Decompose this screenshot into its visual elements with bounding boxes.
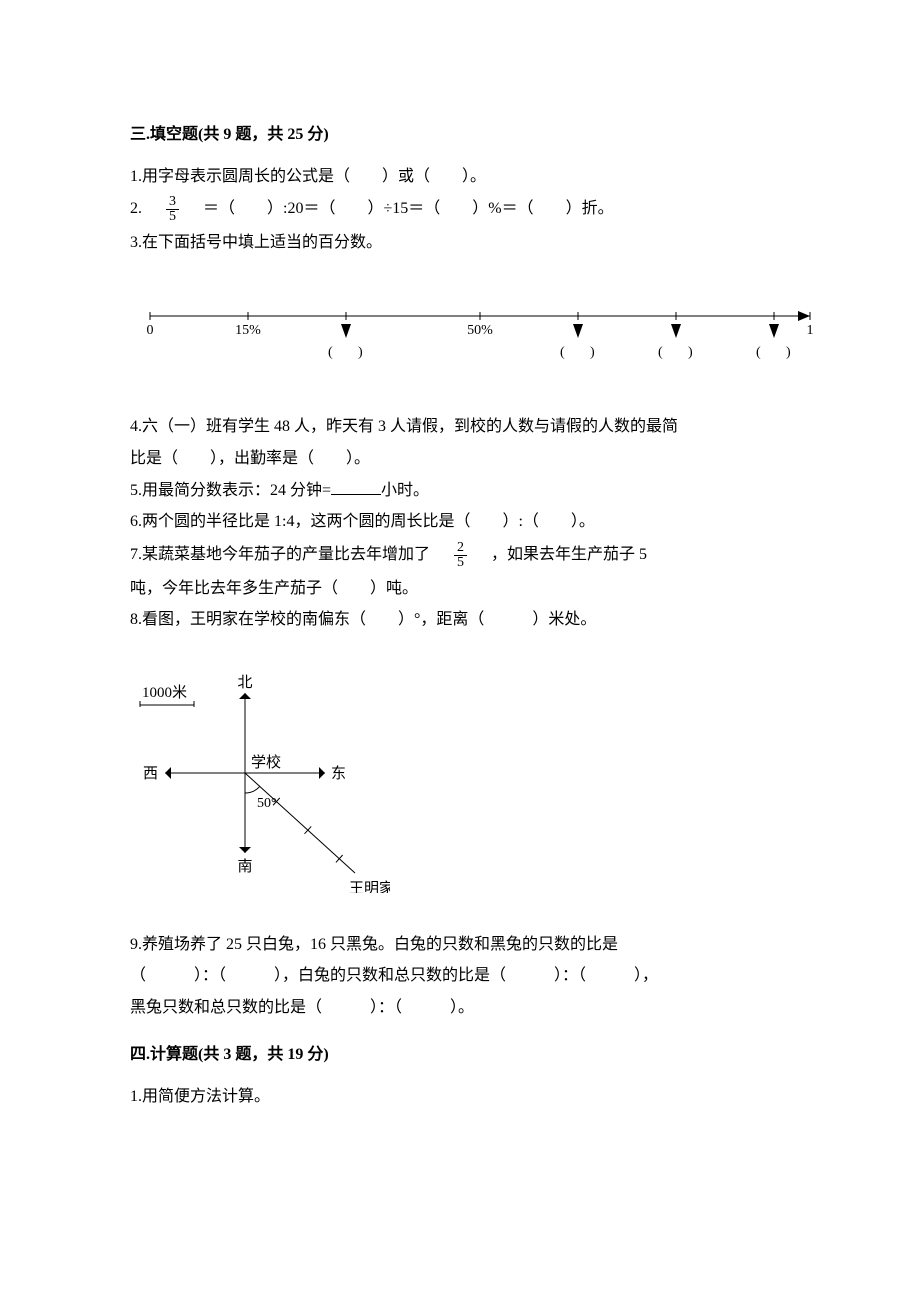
q3-2-tail: ＝（ ）:20＝（ ）÷15＝（ ）%＝（ ）折。: [187, 200, 614, 217]
q3-3: 3.在下面括号中填上适当的百分数。: [130, 230, 790, 256]
q3-5-a: 5.用最简分数表示：24 分钟=: [130, 482, 331, 499]
svg-text:): ): [786, 345, 791, 360]
svg-text:1000米: 1000米: [142, 684, 187, 701]
q3-7-mid: ，如果去年生产茄子 5: [475, 546, 647, 563]
section4-heading: 四.计算题(共 3 题，共 19 分): [130, 1042, 790, 1068]
svg-text:北: 北: [237, 674, 252, 691]
svg-text:(: (: [756, 345, 761, 360]
numberline-diagram: 0 15% () 50% () () () 1: [130, 286, 830, 366]
q3-4-line1: 4.六（一）班有学生 48 人，昨天有 3 人请假，到校的人数与请假的人数的最简: [130, 414, 790, 440]
svg-text:学校: 学校: [251, 754, 281, 771]
page: 三.填空题(共 9 题，共 25 分) 1.用字母表示圆周长的公式是（ ）或（ …: [0, 0, 920, 1302]
q3-6: 6.两个圆的半径比是 1:4，这两个圆的周长比是（ ）:（ ）。: [130, 509, 790, 535]
numberline-wrap: 015%()50%()()()1: [130, 286, 790, 375]
q3-2: 2. 3 5 ＝（ ）:20＝（ ）÷15＝（ ）%＝（ ）折。: [130, 195, 790, 224]
svg-text:0: 0: [147, 323, 154, 338]
svg-text:1: 1: [807, 323, 814, 338]
q3-7-lead: 7.某蔬菜基地今年茄子的产量比去年增加了: [130, 546, 446, 563]
section3-heading: 三.填空题(共 9 题，共 25 分): [130, 122, 790, 148]
q3-5-blank: [331, 478, 381, 495]
svg-text:东: 东: [331, 765, 346, 782]
q3-2-fraction: 3 5: [166, 195, 179, 224]
q3-7-line1: 7.某蔬菜基地今年茄子的产量比去年增加了 2 5 ，如果去年生产茄子 5: [130, 541, 790, 570]
svg-text:15%: 15%: [235, 323, 261, 338]
q3-2-frac-num: 3: [166, 195, 179, 210]
q3-7-fraction: 2 5: [454, 541, 467, 570]
q3-7-frac-den: 5: [454, 556, 467, 570]
svg-text:50°: 50°: [257, 796, 277, 811]
svg-text:(: (: [658, 345, 663, 360]
compass-wrap: 北南 东 西 学校 1000米 50° 王明家: [130, 663, 790, 902]
q3-8: 8.看图，王明家在学校的南偏东（ ）°，距离（ ）米处。: [130, 607, 790, 633]
q3-5: 5.用最简分数表示：24 分钟= 小时。: [130, 478, 790, 504]
q3-7-line2: 吨，今年比去年多生产茄子（ ）吨。: [130, 576, 790, 602]
q3-9-line2: （ ）：（ ），白兔的只数和总只数的比是（ ）：（ ），: [130, 963, 790, 989]
q3-1: 1.用字母表示圆周长的公式是（ ）或（ ）。: [130, 164, 790, 190]
q3-7-frac-num: 2: [454, 541, 467, 556]
q3-9-line3: 黑兔只数和总只数的比是（ ）：（ ）。: [130, 995, 790, 1021]
svg-text:): ): [358, 345, 363, 360]
q3-4-line2: 比是（ ），出勤率是（ ）。: [130, 446, 790, 472]
q3-5-b: 小时。: [381, 482, 429, 499]
q4-1: 1.用简便方法计算。: [130, 1084, 790, 1110]
q3-2-frac-den: 5: [166, 210, 179, 224]
compass-diagram: 北南 东 西 学校 1000米 50° 王明家: [130, 663, 390, 893]
q3-2-lead: 2.: [130, 200, 158, 217]
svg-text:王明家: 王明家: [349, 880, 390, 893]
svg-text:): ): [590, 345, 595, 360]
svg-text:南: 南: [237, 858, 252, 875]
svg-text:50%: 50%: [467, 323, 493, 338]
svg-text:(: (: [560, 345, 565, 360]
svg-text:): ): [688, 345, 693, 360]
q3-9-line1: 9.养殖场养了 25 只白兔，16 只黑兔。白兔的只数和黑兔的只数的比是: [130, 932, 790, 958]
svg-text:西: 西: [143, 766, 158, 782]
svg-text:(: (: [328, 345, 333, 360]
